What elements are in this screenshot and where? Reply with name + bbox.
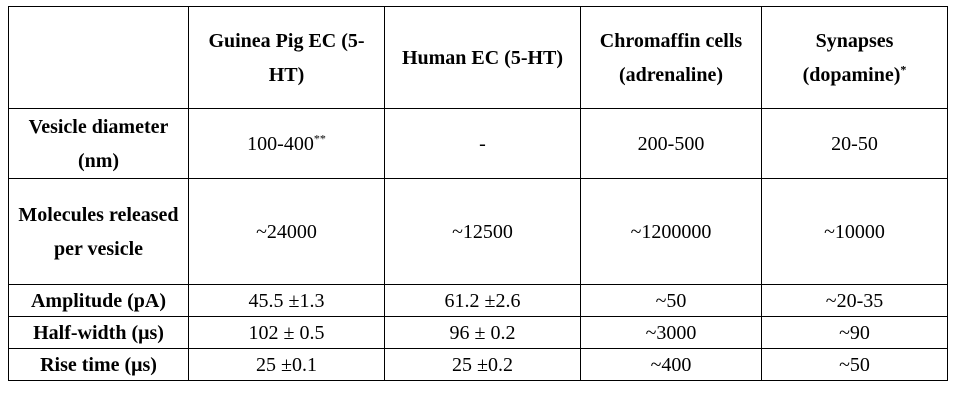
row-label: Molecules released per vesicle <box>8 178 189 285</box>
header-cell-human: Human EC (5-HT) <box>384 6 581 109</box>
table-cell: ~20-35 <box>761 284 948 317</box>
table-cell: 100-400** <box>188 108 385 179</box>
header-row: Guinea Pig EC (5-HT) Human EC (5-HT) Chr… <box>8 6 948 109</box>
header-cell-synapses: Synapses (dopamine)* <box>761 6 948 109</box>
table-cell: 102 ± 0.5 <box>188 316 385 349</box>
table-cell: ~12500 <box>384 178 581 285</box>
table-row: Vesicle diameter (nm) 100-400** - 200-50… <box>8 108 948 179</box>
header-cell-empty <box>8 6 189 109</box>
table-cell: 96 ± 0.2 <box>384 316 581 349</box>
table-cell: 61.2 ±2.6 <box>384 284 581 317</box>
table-cell: ~50 <box>761 348 948 381</box>
row-label: Half-width (μs) <box>8 316 189 349</box>
table-row: Amplitude (pA) 45.5 ±1.3 61.2 ±2.6 ~50 ~… <box>8 284 948 317</box>
table-cell: 20-50 <box>761 108 948 179</box>
table-row: Molecules released per vesicle ~24000 ~1… <box>8 178 948 285</box>
row-label: Vesicle diameter (nm) <box>8 108 189 179</box>
table-cell: 200-500 <box>580 108 762 179</box>
row-label: Amplitude (pA) <box>8 284 189 317</box>
header-cell-chromaffin: Chromaffin cells (adrenaline) <box>580 6 762 109</box>
table-cell: ~50 <box>580 284 762 317</box>
row-label: Rise time (μs) <box>8 348 189 381</box>
table-cell: 45.5 ±1.3 <box>188 284 385 317</box>
table-cell: ~10000 <box>761 178 948 285</box>
table-container: Guinea Pig EC (5-HT) Human EC (5-HT) Chr… <box>8 6 948 381</box>
footnote-marker: ** <box>313 130 326 145</box>
header-cell-guinea-pig: Guinea Pig EC (5-HT) <box>188 6 385 109</box>
table-cell: ~24000 <box>188 178 385 285</box>
table-cell: - <box>384 108 581 179</box>
table-cell: ~400 <box>580 348 762 381</box>
table-cell: 25 ±0.1 <box>188 348 385 381</box>
table-row: Rise time (μs) 25 ±0.1 25 ±0.2 ~400 ~50 <box>8 348 948 381</box>
table-cell: ~90 <box>761 316 948 349</box>
comparison-table: Guinea Pig EC (5-HT) Human EC (5-HT) Chr… <box>8 6 948 381</box>
table-cell: ~3000 <box>580 316 762 349</box>
table-cell: 25 ±0.2 <box>384 348 581 381</box>
footnote-marker: * <box>900 61 907 76</box>
table-cell: ~1200000 <box>580 178 762 285</box>
table-row: Half-width (μs) 102 ± 0.5 96 ± 0.2 ~3000… <box>8 316 948 349</box>
